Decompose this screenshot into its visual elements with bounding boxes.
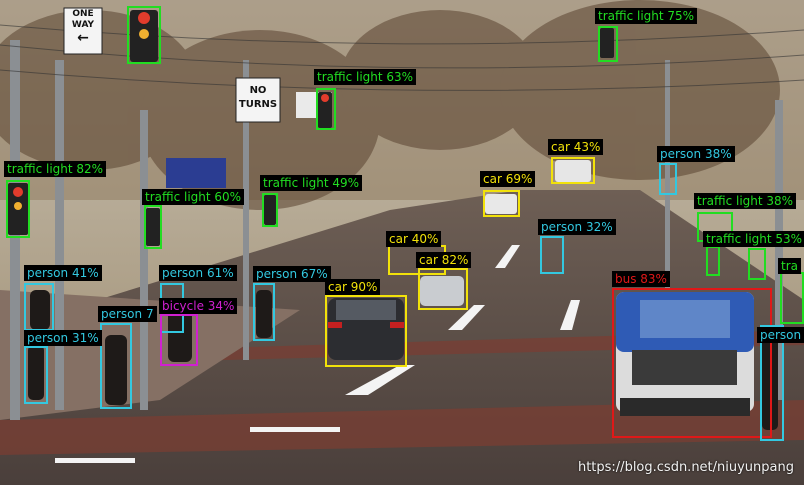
- detection-box-traffic-light: [127, 6, 161, 64]
- detection-label: car 43%: [548, 139, 604, 155]
- detection-label: person 67%: [253, 266, 331, 282]
- detection-box-person: [540, 236, 564, 274]
- detection-label: traffic light 75%: [595, 8, 698, 24]
- detection-label: traffic light 60%: [142, 189, 245, 205]
- detection-box-car: [551, 157, 595, 184]
- detection-box-traffic-light: [598, 26, 618, 62]
- detection-box-person: [100, 323, 132, 409]
- detection-label: person 41%: [24, 265, 102, 281]
- detection-label: traffic light 38%: [694, 193, 797, 209]
- detection-label: person: [757, 327, 804, 343]
- detection-label: car 82%: [416, 252, 472, 268]
- watermark: https://blog.csdn.net/niuyunpang: [577, 460, 794, 475]
- detection-label: bus 83%: [612, 271, 670, 287]
- detection-box-person: [24, 283, 54, 331]
- detection-box-person: [253, 283, 275, 341]
- detection-label: car 90%: [325, 279, 381, 295]
- detection-label: bicycle 34%: [159, 298, 238, 314]
- detection-label: person 31%: [24, 330, 102, 346]
- detection-label: traffic light 53%: [703, 231, 804, 247]
- detection-label: person 61%: [159, 265, 237, 281]
- detection-box-person: [659, 163, 677, 195]
- one-way-sign: ONE WAY ←: [64, 9, 102, 45]
- detection-label: traffic light 49%: [260, 175, 363, 191]
- detection-label: traffic light 63%: [314, 69, 417, 85]
- detection-box-traffic-light: [780, 272, 804, 324]
- detection-box-car: [325, 295, 407, 367]
- detection-box-traffic-light: [316, 88, 336, 130]
- detection-box-traffic-light: [706, 246, 720, 276]
- detection-box-traffic-light: [748, 248, 766, 280]
- no-turns-sign: NO TURNS: [236, 84, 280, 112]
- detection-label: car 40%: [386, 231, 442, 247]
- detection-box-traffic-light: [262, 193, 278, 227]
- detection-box-person: [760, 325, 784, 441]
- detection-label: car 69%: [480, 171, 536, 187]
- detection-label: traffic light 82%: [4, 161, 107, 177]
- detection-box-bicycle: [160, 314, 198, 366]
- detection-box-car: [418, 268, 468, 310]
- detection-box-car: [483, 190, 520, 217]
- one-way-line1: ONE: [72, 9, 94, 19]
- detection-label: person 38%: [657, 146, 735, 162]
- detection-box-traffic-light: [6, 180, 30, 238]
- detection-box-person: [24, 346, 48, 404]
- no-turns-line2: TURNS: [238, 99, 278, 110]
- detection-label: person 32%: [538, 219, 616, 235]
- detection-label: tra: [778, 258, 801, 274]
- one-way-line2: WAY: [71, 20, 95, 30]
- left-arrow-icon: ←: [77, 30, 89, 46]
- detection-label: person 7: [98, 306, 157, 322]
- detection-box-bus: [612, 288, 772, 438]
- no-turns-line1: NO: [249, 85, 267, 96]
- detection-box-traffic-light: [144, 205, 162, 249]
